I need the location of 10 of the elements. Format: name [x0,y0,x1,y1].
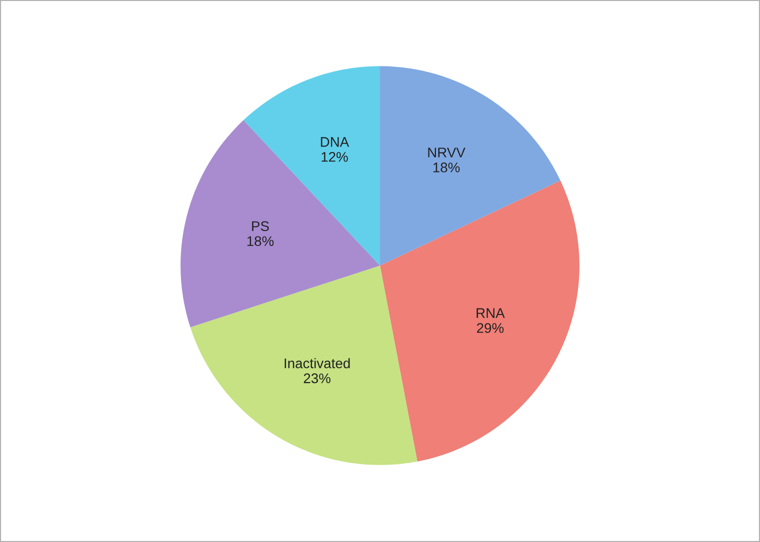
data-label: 29% [476,323,504,333]
slice-label: NRVV [428,148,466,158]
data-label: 18% [247,236,274,246]
slice-label: RNA [476,308,505,318]
slice-label: Inactivated [284,358,350,368]
slice-label: PS [252,221,269,232]
data-label: 12% [322,152,348,162]
data-label: 18% [433,162,460,172]
data-label: 23% [304,373,330,384]
slice-label: DNA [320,137,350,147]
